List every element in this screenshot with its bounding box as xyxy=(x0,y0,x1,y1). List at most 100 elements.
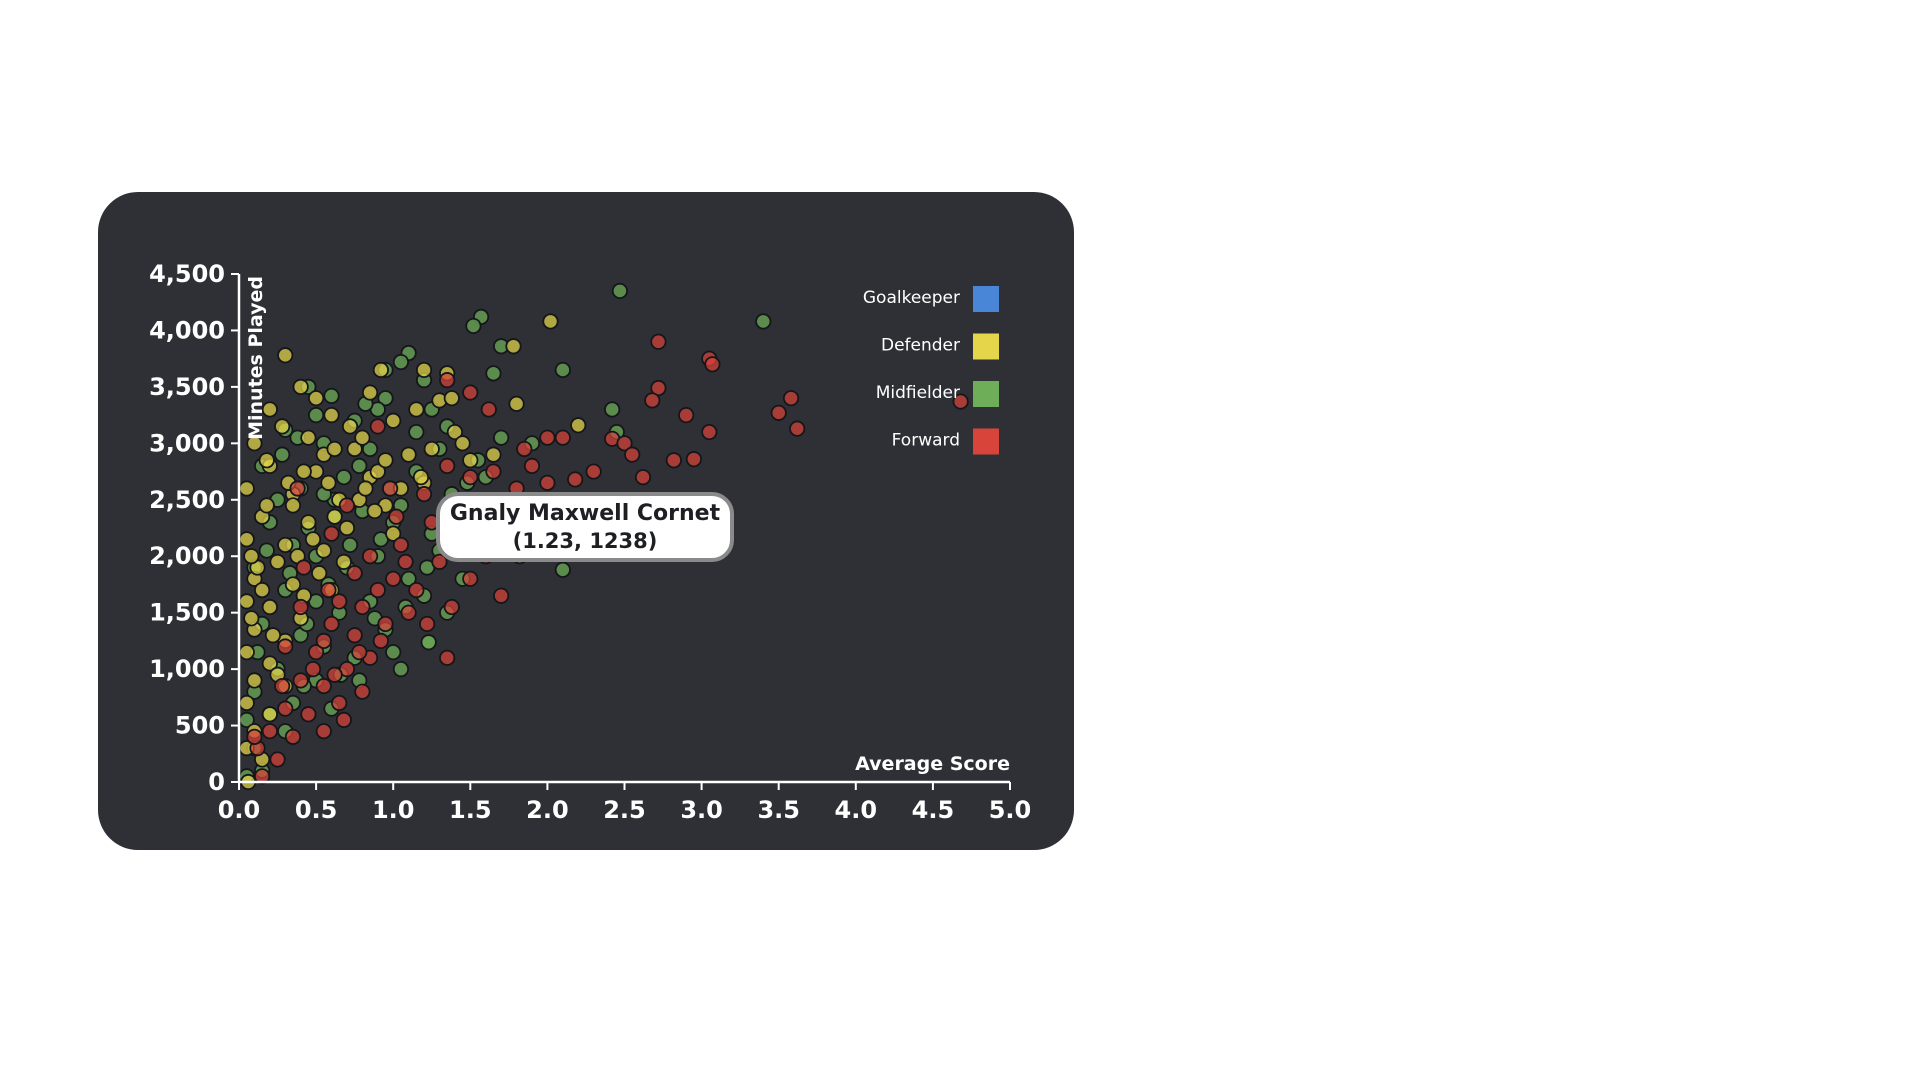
data-point-forward[interactable] xyxy=(246,728,263,745)
data-point-defender[interactable] xyxy=(295,463,312,480)
data-point-defender[interactable] xyxy=(570,417,587,434)
data-point-defender[interactable] xyxy=(323,407,340,424)
data-point-midfielder[interactable] xyxy=(554,561,571,578)
data-point-defender[interactable] xyxy=(361,384,379,401)
data-point-forward[interactable] xyxy=(315,677,332,695)
data-point-forward[interactable] xyxy=(320,581,337,599)
data-point-forward[interactable] xyxy=(439,372,456,389)
data-point-defender[interactable] xyxy=(508,395,525,412)
data-point-defender[interactable] xyxy=(415,361,433,379)
data-point-forward[interactable] xyxy=(439,457,456,475)
data-point-forward[interactable] xyxy=(650,333,667,350)
data-point-forward[interactable] xyxy=(462,384,479,401)
data-point-midfielder[interactable] xyxy=(408,423,425,441)
data-point-defender[interactable] xyxy=(462,452,479,469)
data-point-defender[interactable] xyxy=(326,440,343,458)
data-point-defender[interactable] xyxy=(292,378,309,395)
data-point-midfielder[interactable] xyxy=(392,353,410,371)
data-point-forward[interactable] xyxy=(308,644,325,661)
data-point-forward[interactable] xyxy=(782,390,800,407)
data-point-forward[interactable] xyxy=(354,683,371,700)
data-point-forward[interactable] xyxy=(770,404,787,421)
data-point-defender[interactable] xyxy=(357,480,374,497)
data-point-forward[interactable] xyxy=(480,401,497,418)
data-point-forward[interactable] xyxy=(346,627,363,644)
data-point-defender[interactable] xyxy=(369,463,386,480)
data-point-forward[interactable] xyxy=(523,457,541,475)
data-point-midfielder[interactable] xyxy=(485,365,502,382)
data-point-defender[interactable] xyxy=(246,672,263,689)
data-point-forward[interactable] xyxy=(567,471,584,488)
data-point-forward[interactable] xyxy=(400,604,417,621)
data-point-forward[interactable] xyxy=(351,644,368,661)
data-point-forward[interactable] xyxy=(415,486,433,503)
data-point-defender[interactable] xyxy=(311,565,328,582)
data-point-defender[interactable] xyxy=(238,593,255,610)
data-point-forward[interactable] xyxy=(292,598,309,616)
data-point-forward[interactable] xyxy=(397,553,414,570)
data-point-defender[interactable] xyxy=(274,418,291,435)
data-point-defender[interactable] xyxy=(542,313,559,330)
data-point-forward[interactable] xyxy=(289,480,306,497)
data-point-forward[interactable] xyxy=(372,632,389,649)
data-point-midfielder[interactable] xyxy=(755,313,772,330)
data-point-forward[interactable] xyxy=(261,723,278,740)
data-point-forward[interactable] xyxy=(323,615,340,633)
data-point-forward[interactable] xyxy=(277,700,294,717)
data-point-midfielder[interactable] xyxy=(308,407,325,424)
data-point-forward[interactable] xyxy=(338,497,356,514)
data-point-defender[interactable] xyxy=(443,390,460,407)
data-point-defender[interactable] xyxy=(261,598,278,616)
data-point-defender[interactable] xyxy=(341,418,359,435)
data-point-forward[interactable] xyxy=(665,452,682,469)
data-point-defender[interactable] xyxy=(485,446,502,463)
data-point-midfielder[interactable] xyxy=(493,429,510,446)
data-point-forward[interactable] xyxy=(361,548,379,565)
data-point-defender[interactable] xyxy=(258,452,275,469)
data-point-defender[interactable] xyxy=(454,435,471,452)
data-point-defender[interactable] xyxy=(372,361,389,379)
data-point-defender[interactable] xyxy=(400,446,417,463)
data-point-defender[interactable] xyxy=(246,435,263,452)
data-point-midfielder[interactable] xyxy=(385,644,402,661)
data-point-defender[interactable] xyxy=(338,519,356,537)
data-point-forward[interactable] xyxy=(385,570,402,587)
highlighted-data-point[interactable] xyxy=(420,634,437,651)
data-point-forward[interactable] xyxy=(315,723,332,740)
data-point-forward[interactable] xyxy=(616,435,633,452)
data-point-forward[interactable] xyxy=(377,615,394,633)
data-point-defender[interactable] xyxy=(243,548,260,565)
data-point-forward[interactable] xyxy=(269,751,286,768)
data-point-forward[interactable] xyxy=(304,661,322,678)
data-point-forward[interactable] xyxy=(539,474,556,491)
data-point-defender[interactable] xyxy=(505,338,522,355)
data-point-defender[interactable] xyxy=(446,423,463,441)
data-point-defender[interactable] xyxy=(308,390,325,407)
data-point-defender[interactable] xyxy=(258,497,275,514)
data-point-defender[interactable] xyxy=(354,429,371,446)
data-point-forward[interactable] xyxy=(419,615,436,633)
data-point-forward[interactable] xyxy=(382,480,399,497)
data-point-forward[interactable] xyxy=(443,598,460,616)
data-point-defender[interactable] xyxy=(300,429,317,446)
data-point-midfielder[interactable] xyxy=(465,317,482,335)
data-point-forward[interactable] xyxy=(326,666,343,683)
data-point-forward[interactable] xyxy=(952,393,969,410)
data-point-defender[interactable] xyxy=(385,525,402,542)
data-point-forward[interactable] xyxy=(634,469,652,486)
data-point-defender[interactable] xyxy=(238,644,255,661)
data-point-forward[interactable] xyxy=(300,706,317,723)
data-point-forward[interactable] xyxy=(388,508,405,525)
data-point-forward[interactable] xyxy=(346,565,363,582)
data-point-forward[interactable] xyxy=(284,728,302,745)
data-point-midfielder[interactable] xyxy=(392,661,410,678)
data-point-defender[interactable] xyxy=(261,706,278,723)
data-point-forward[interactable] xyxy=(254,768,271,785)
data-point-defender[interactable] xyxy=(408,401,425,418)
data-point-defender[interactable] xyxy=(277,347,294,364)
data-point-forward[interactable] xyxy=(585,463,602,480)
data-point-forward[interactable] xyxy=(439,649,456,666)
data-point-forward[interactable] xyxy=(516,440,533,458)
data-point-defender[interactable] xyxy=(238,531,255,548)
data-point-defender[interactable] xyxy=(238,480,255,497)
